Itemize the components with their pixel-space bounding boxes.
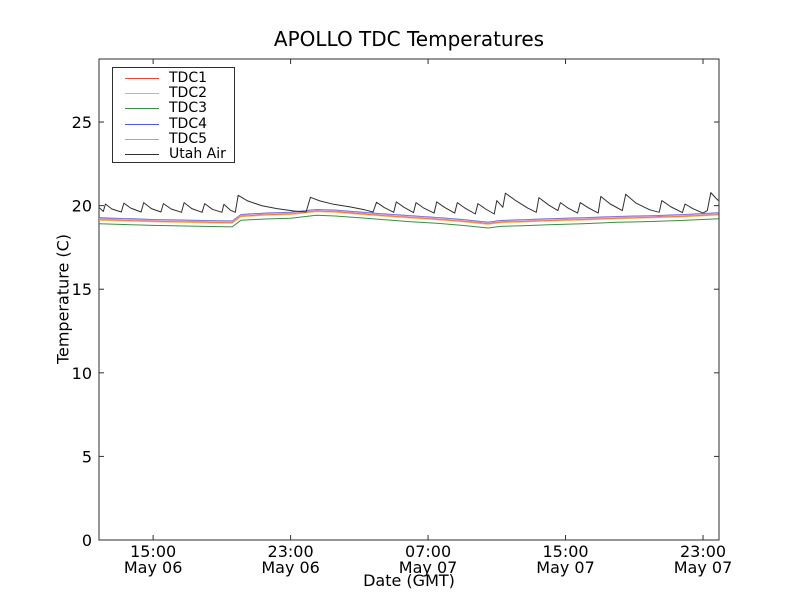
legend-label: TDC4 [169, 115, 208, 132]
y-tick-label: 5 [82, 447, 92, 466]
plot-frame [98, 58, 720, 541]
y-tick-label: 25 [72, 113, 92, 132]
series-line-tdc2 [98, 211, 719, 225]
legend-label: TDC3 [169, 100, 208, 117]
series-line-tdc3 [98, 214, 719, 229]
legend-item-utah-air: Utah Air [113, 145, 234, 162]
y-axis-label: Temperature (C) [53, 233, 73, 365]
x-tick-label-time: 15:00 [542, 542, 588, 561]
legend-box: TDC1 TDC2 TDC3 TDC4 TDC5 Utah Air [112, 67, 235, 163]
x-tick-label-time: 23:00 [268, 542, 314, 561]
x-tick-label-date: May 06 [124, 558, 183, 577]
legend-item-tdc5: TDC5 [113, 130, 234, 147]
legend-item-tdc1: TDC1 [113, 71, 234, 86]
x-tick-label-date: May 07 [536, 558, 595, 577]
series-line-tdc5 [98, 209, 719, 224]
series-line-utah-air [98, 192, 719, 215]
legend-item-tdc4: TDC4 [113, 115, 234, 132]
legend-label: Utah Air [169, 145, 226, 162]
x-tick-label-date: May 07 [674, 558, 733, 577]
legend-item-tdc2: TDC2 [113, 86, 234, 101]
chart-title: APOLLO TDC Temperatures [273, 27, 545, 51]
legend-swatch [125, 93, 159, 95]
legend-swatch [125, 153, 159, 155]
y-tick-label: 15 [72, 280, 92, 299]
legend-item-tdc3: TDC3 [113, 101, 234, 116]
legend-swatch [125, 123, 159, 125]
x-tick-label-time: 07:00 [405, 542, 451, 561]
legend-label: TDC1 [169, 70, 208, 87]
y-tick-label: 20 [72, 197, 92, 216]
legend-swatch [125, 78, 159, 80]
legend-label: TDC2 [169, 85, 208, 102]
x-tick-label-time: 15:00 [130, 542, 176, 561]
legend-swatch [125, 138, 159, 140]
legend-swatch [125, 108, 159, 110]
x-tick-label-date: May 06 [261, 558, 320, 577]
x-axis-label: Date (GMT) [363, 571, 455, 590]
legend-label: TDC5 [169, 130, 208, 147]
x-tick-label-date: May 07 [399, 558, 458, 577]
x-tick-label-time: 23:00 [680, 542, 726, 561]
y-tick-label: 0 [82, 531, 92, 550]
y-tick-label: 10 [72, 364, 92, 383]
